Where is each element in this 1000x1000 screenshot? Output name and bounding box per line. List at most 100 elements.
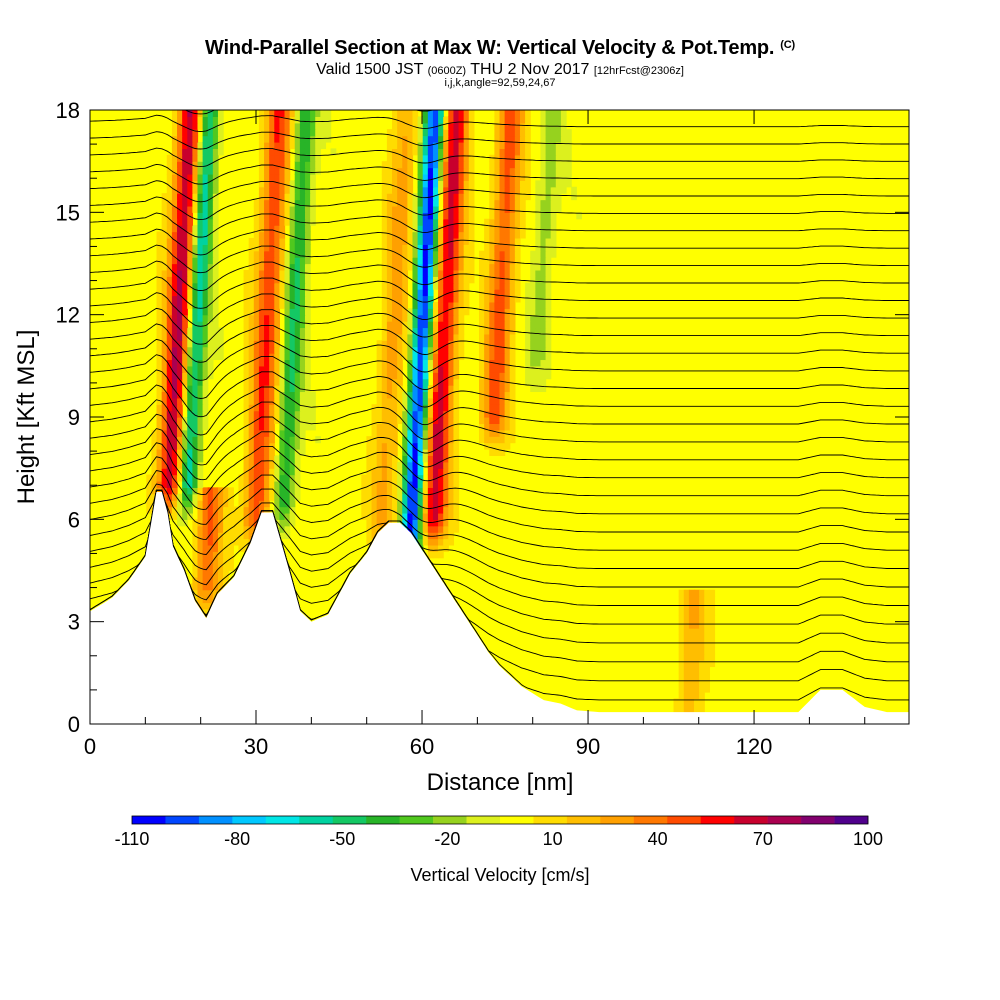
velocity-cell [489,397,495,405]
velocity-cell [438,122,444,130]
velocity-cell [161,250,168,258]
velocity-cell [156,455,163,463]
velocity-cell [545,167,552,175]
velocity-cell [427,161,434,169]
velocity-cell [279,212,286,220]
velocity-cell [177,391,183,399]
velocity-cell [412,493,419,501]
velocity-cell [212,576,219,584]
velocity-cell [304,372,311,380]
velocity-cell [494,448,501,456]
velocity-cell [177,148,183,156]
velocity-cell [417,378,424,386]
velocity-cell [550,205,557,213]
velocity-cell [494,237,501,245]
velocity-cell [279,429,286,437]
velocity-cell [212,570,219,578]
velocity-cell [212,205,219,213]
velocity-cell [248,500,255,508]
velocity-cell [197,282,204,290]
velocity-cell [407,327,414,335]
velocity-cell [525,167,531,175]
velocity-cell [161,269,168,277]
velocity-cell [299,289,306,297]
velocity-cell [192,564,199,572]
velocity-cell [397,180,403,188]
velocity-cell [182,180,188,188]
velocity-cell [453,385,460,393]
velocity-cell [243,404,250,412]
velocity-cell [412,410,419,418]
velocity-cell [207,583,214,591]
velocity-cell [161,385,168,393]
velocity-cell [504,321,511,329]
velocity-cell [422,410,429,418]
velocity-cell [161,474,168,482]
velocity-cell [207,289,214,297]
velocity-cell [192,321,199,329]
velocity-cell [294,141,301,149]
velocity-cell [304,161,311,169]
velocity-cell [381,244,388,252]
velocity-cell [699,589,705,597]
velocity-cell [386,353,393,361]
velocity-cell [432,173,439,181]
velocity-cell [709,615,716,623]
velocity-cell [397,397,403,405]
velocity-cell [182,269,188,277]
velocity-cell [304,173,311,181]
velocity-cell [187,225,193,233]
velocity-cell [207,161,214,169]
velocity-cell [540,135,547,143]
colorbar-swatch [433,816,467,824]
velocity-cell [412,218,419,226]
velocity-cell [151,480,158,488]
velocity-cell [438,154,444,162]
velocity-cell [202,417,209,424]
velocity-cell [284,353,291,361]
velocity-cell [269,321,275,329]
velocity-cell [294,314,301,322]
velocity-cell [238,525,245,533]
velocity-cell [182,378,188,386]
velocity-cell [453,333,460,341]
velocity-cell [438,551,444,559]
velocity-cell [269,493,275,501]
velocity-cell [540,116,547,124]
velocity-cell [468,110,475,117]
velocity-cell [223,551,229,559]
velocity-cell [392,205,398,213]
velocity-cell [458,257,465,265]
velocity-cell [704,685,710,693]
velocity-cell [438,148,444,156]
velocity-cell [294,180,301,188]
velocity-cell [315,116,321,124]
isentrope-line [90,456,909,515]
velocity-cell [258,365,265,373]
velocity-cell [202,167,209,175]
velocity-cell [166,237,173,245]
velocity-cell [397,231,403,239]
colorbar-swatch [533,816,568,824]
velocity-cell [397,512,403,520]
velocity-cell [392,282,398,290]
x-tick-label: 0 [84,734,96,759]
velocity-cell [366,487,373,495]
velocity-cell [453,193,460,201]
velocity-cell [550,193,557,201]
velocity-cell [197,353,204,361]
velocity-cell [197,500,204,508]
velocity-cell [177,397,183,405]
velocity-cell [289,423,296,431]
colorbar-tick-label: -20 [434,829,460,849]
velocity-cell [274,148,280,156]
velocity-cell [299,417,306,424]
velocity-cell [253,461,260,469]
velocity-cell [202,186,209,194]
velocity-cell [151,461,158,469]
velocity-cell [171,429,178,437]
velocity-cell [217,525,224,533]
velocity-cell [484,225,490,233]
velocity-cell [192,116,199,124]
velocity-cell [453,282,460,290]
